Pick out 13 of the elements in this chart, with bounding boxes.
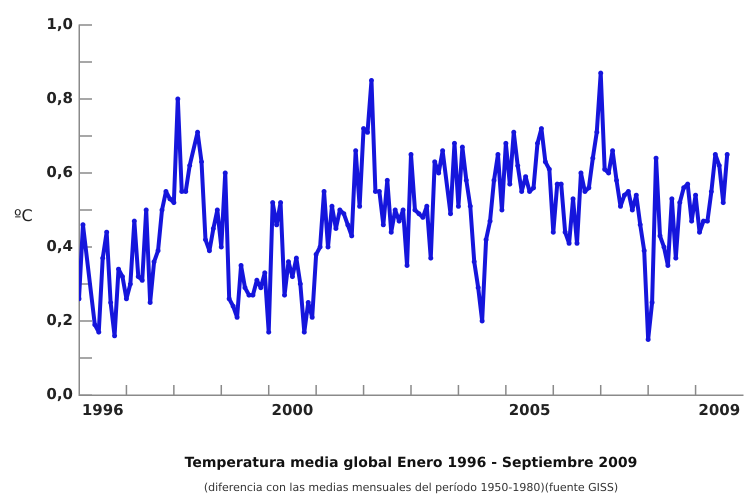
text: Temperatura media global Enero 1996 - Septiembre 2009 — [184, 454, 638, 472]
y-tick-label: 0,0 — [46, 384, 73, 403]
y-tick-label: 0,6 — [46, 162, 73, 181]
y-axis-title: ºC — [14, 206, 33, 225]
text: (diferencia con las medias mensuales del período 1950-1980)(fuente GISS) — [202, 480, 620, 495]
y-tick-label: 0,4 — [46, 236, 73, 255]
x-tick-label: 2000 — [272, 400, 314, 419]
y-tick-label: 0,2 — [46, 310, 73, 329]
x-tick-label: 2005 — [508, 400, 550, 419]
y-tick-label: 1,0 — [46, 14, 73, 33]
y-tick-label: 0,8 — [46, 88, 73, 107]
x-tick-label: 1996 — [82, 400, 124, 419]
x-tick-label: 2009 — [698, 400, 740, 419]
